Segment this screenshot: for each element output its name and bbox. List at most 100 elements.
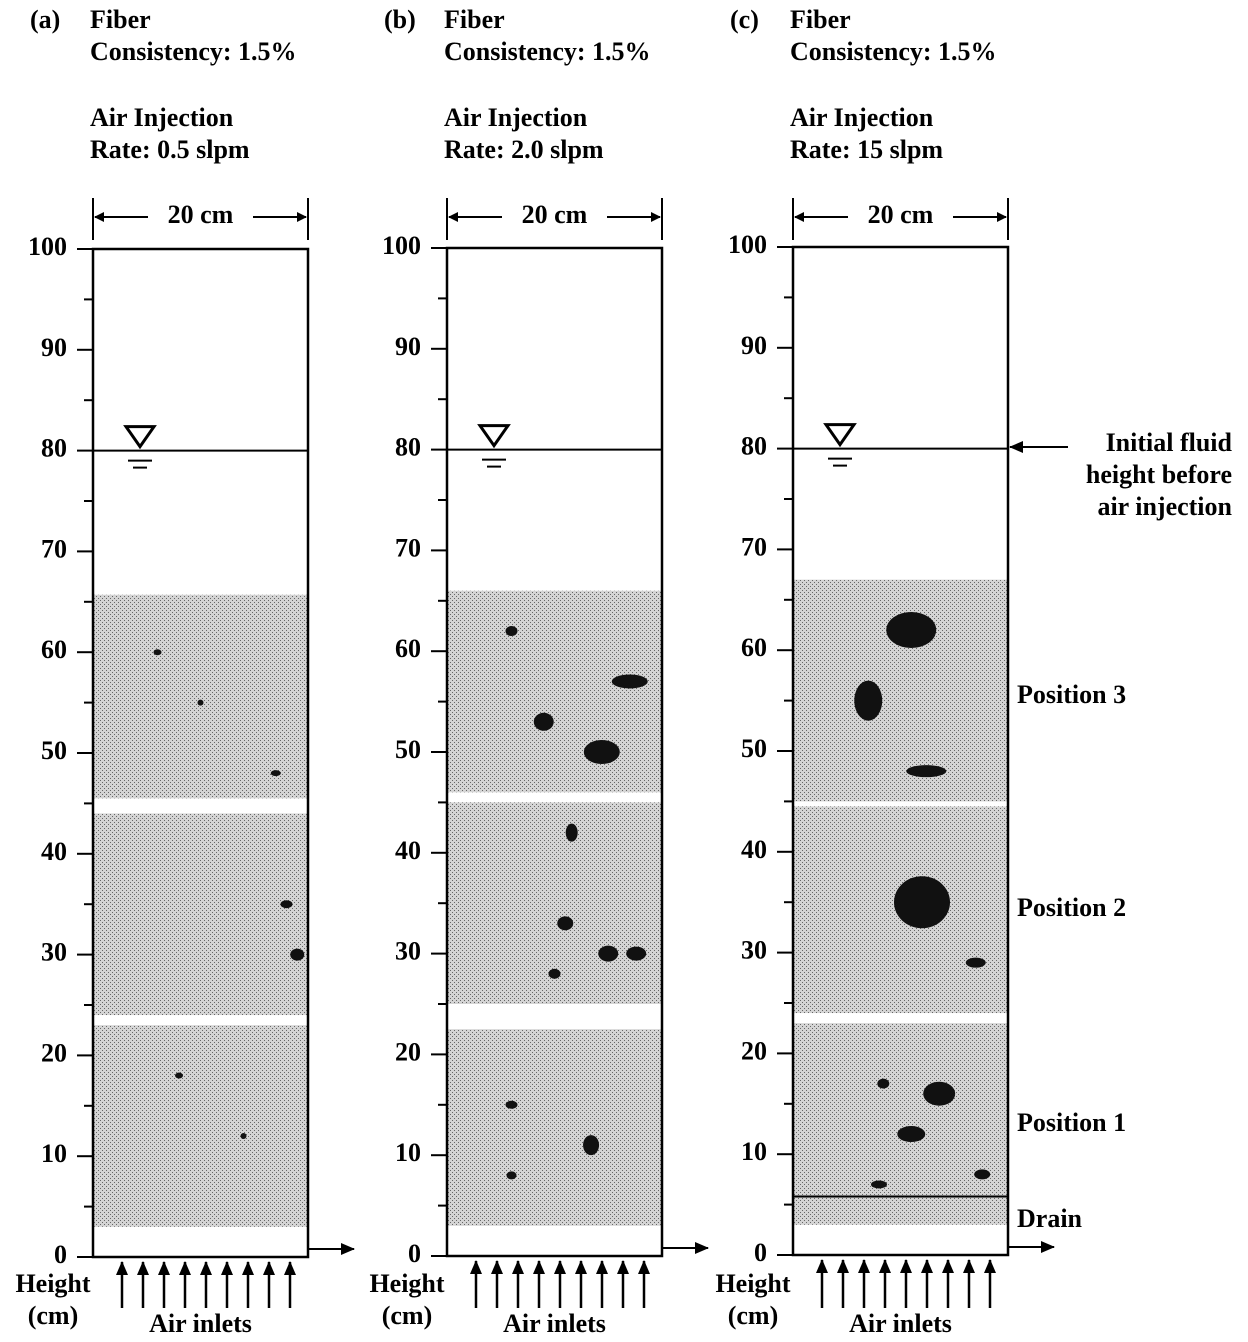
water-symbol (826, 425, 854, 445)
panel-label: (c) (730, 5, 759, 34)
drain-label: Drain (1017, 1204, 1083, 1233)
water-symbol (480, 426, 508, 446)
air-bubble (923, 1082, 955, 1106)
air-bubble (549, 969, 561, 979)
air-bubble (154, 649, 162, 655)
initial-height-note: Initial fluid (1106, 428, 1233, 457)
y-tick-label: 0 (408, 1239, 421, 1268)
y-tick-label: 90 (395, 332, 421, 361)
air-bubble (534, 713, 554, 731)
fiber-image (447, 591, 662, 793)
air-bubble (626, 947, 646, 961)
y-tick-label: 30 (41, 938, 67, 967)
y-tick-label: 40 (41, 837, 67, 866)
width-label: 20 cm (868, 200, 934, 229)
air-title: Air Injection (90, 103, 234, 132)
air-bubble (290, 949, 304, 961)
fiber-label: Fiber (790, 5, 851, 34)
position-label: Position 3 (1017, 680, 1126, 709)
air-bubble (871, 1180, 887, 1188)
fiber-image (93, 813, 308, 1015)
y-tick-label: 90 (41, 333, 67, 362)
y-tick-label: 30 (395, 937, 421, 966)
air-bubble (877, 1079, 889, 1089)
air-bubble (271, 770, 281, 776)
y-tick-label: 40 (395, 836, 421, 865)
panel-label: (a) (30, 5, 60, 34)
air-bubble (974, 1169, 990, 1179)
y-tick-label: 0 (54, 1240, 67, 1269)
fiber-label: Fiber (444, 5, 505, 34)
y-tick-label: 60 (741, 633, 767, 662)
y-tick-label: 10 (395, 1138, 421, 1167)
axis-title: Height (369, 1269, 444, 1298)
air-bubble (886, 612, 936, 648)
y-tick-label: 70 (395, 533, 421, 562)
air-bubble (507, 1171, 517, 1179)
y-tick-label: 50 (395, 735, 421, 764)
y-tick-label: 0 (754, 1238, 767, 1267)
panel-label: (b) (384, 5, 416, 34)
air-bubble (906, 765, 946, 777)
air-bubble (854, 681, 882, 721)
y-tick-label: 100 (382, 231, 421, 260)
fiber-image (447, 1029, 662, 1226)
axis-title: (cm) (382, 1301, 433, 1330)
y-tick-label: 80 (41, 434, 67, 463)
axis-title: Height (15, 1269, 90, 1298)
width-label: 20 cm (168, 200, 234, 229)
y-tick-label: 10 (741, 1137, 767, 1166)
air-bubble (598, 946, 618, 962)
inlets-label: Air inlets (503, 1309, 606, 1338)
y-tick-label: 20 (395, 1037, 421, 1066)
y-tick-label: 70 (41, 534, 67, 563)
position-label: Position 1 (1017, 1108, 1126, 1137)
consistency-label: Consistency: 1.5% (444, 37, 651, 66)
y-tick-label: 90 (741, 331, 767, 360)
air-bubble (894, 876, 950, 928)
consistency-label: Consistency: 1.5% (790, 37, 997, 66)
initial-height-note: height before (1086, 460, 1232, 489)
y-tick-label: 10 (41, 1139, 67, 1168)
air-bubble (281, 900, 293, 908)
y-tick-label: 60 (41, 635, 67, 664)
axis-title: (cm) (28, 1301, 79, 1330)
fiber-label: Fiber (90, 5, 151, 34)
air-bubble (583, 1135, 599, 1155)
air-title: Air Injection (790, 103, 934, 132)
fiber-image (93, 595, 308, 799)
inlets-label: Air inlets (849, 1309, 952, 1338)
rate-label: Rate: 2.0 slpm (444, 135, 604, 164)
air-bubble (506, 626, 518, 636)
axis-title: Height (715, 1269, 790, 1298)
y-tick-label: 50 (741, 734, 767, 763)
air-bubble (557, 916, 573, 930)
air-bubble (966, 958, 986, 968)
initial-height-note: air injection (1097, 492, 1232, 521)
y-tick-label: 70 (741, 532, 767, 561)
air-bubble (198, 700, 204, 706)
width-label: 20 cm (522, 200, 588, 229)
figure: (a) Fiber Consistency: 1.5% Air Injection Ra… (0, 0, 1248, 1342)
y-tick-label: 80 (741, 432, 767, 461)
air-bubble (584, 740, 620, 764)
y-tick-label: 30 (741, 936, 767, 965)
air-bubble (241, 1133, 247, 1139)
air-bubble (897, 1126, 925, 1142)
air-bubble (506, 1101, 518, 1109)
fiber-image (793, 580, 1008, 802)
fiber-image (793, 1023, 1008, 1225)
rate-label: Rate: 0.5 slpm (90, 135, 250, 164)
axis-title: (cm) (728, 1301, 779, 1330)
y-tick-label: 100 (28, 232, 67, 261)
position-label: Position 2 (1017, 893, 1126, 922)
y-tick-label: 100 (728, 230, 767, 259)
water-symbol (126, 427, 154, 447)
fiber-image (93, 1025, 308, 1227)
y-tick-label: 20 (741, 1036, 767, 1065)
air-title: Air Injection (444, 103, 588, 132)
air-bubble (175, 1073, 183, 1079)
inlets-label: Air inlets (149, 1309, 252, 1338)
y-tick-label: 40 (741, 835, 767, 864)
y-tick-label: 20 (41, 1038, 67, 1067)
